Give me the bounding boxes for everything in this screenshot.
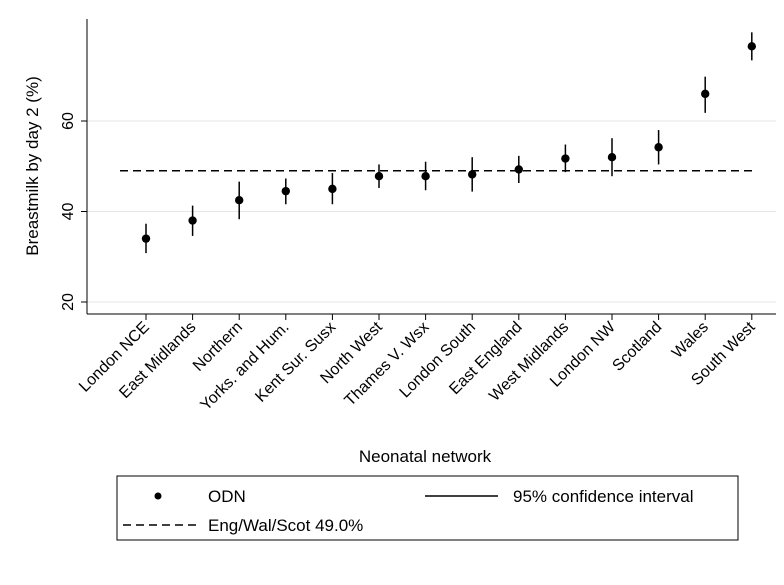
data-point <box>607 153 617 162</box>
x-axis-title: Neonatal network <box>359 447 492 466</box>
legend-label-reference: Eng/Wal/Scot 49.0% <box>208 516 363 535</box>
data-point <box>514 165 523 174</box>
data-point <box>328 184 337 194</box>
data-point <box>281 186 290 196</box>
gridlines <box>87 120 776 303</box>
x-tick-label: Scotland <box>609 319 665 375</box>
legend-label-ci: 95% confidence interval <box>513 487 694 506</box>
y-tick-label: 60 <box>60 112 77 130</box>
data-point <box>374 172 384 181</box>
data-point <box>421 172 430 181</box>
data-point <box>747 42 756 51</box>
data-marks <box>141 32 756 254</box>
x-tick-label: Wales <box>669 319 712 362</box>
x-tick-label: West Midlands <box>486 319 572 405</box>
data-point <box>561 154 570 163</box>
y-tick-label: 20 <box>60 293 77 311</box>
data-point <box>141 234 151 243</box>
legend: ODN 95% confidence interval Eng/Wal/Scot… <box>116 475 739 541</box>
x-tick-label: Thames V. Wsx <box>342 319 433 410</box>
data-point <box>701 89 710 99</box>
y-axis-title: Breastmilk by day 2 (%) <box>23 76 42 256</box>
y-tick-label: 40 <box>60 203 77 221</box>
data-point <box>235 195 244 205</box>
axes <box>86 19 776 315</box>
y-ticks: 20 40 60 <box>60 112 87 311</box>
legend-box <box>116 475 739 541</box>
data-point <box>188 216 197 225</box>
data-point <box>468 170 477 179</box>
legend-label-odn: ODN <box>208 487 246 506</box>
data-point <box>654 143 663 152</box>
legend-marker-odn <box>154 492 162 500</box>
x-tick-label: Kent Sur. Susx <box>252 319 339 406</box>
